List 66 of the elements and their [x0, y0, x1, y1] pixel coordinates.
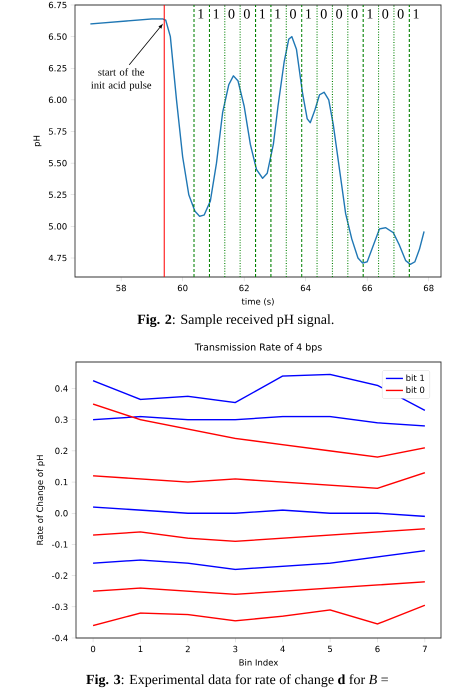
annotation: 0: [352, 9, 358, 19]
annotation: 1: [260, 9, 265, 18]
annotation: 0: [320, 9, 327, 19]
y-tick-label: 0.1: [55, 478, 68, 486]
annotation: 0: [382, 9, 388, 19]
y-tick-label: 5.75: [48, 128, 66, 135]
x-tick-label: 3: [233, 646, 238, 652]
x-axis-title: time (s): [242, 298, 274, 306]
y-tick-label: 0.0: [55, 510, 68, 516]
y-tick-label: 6.25: [48, 65, 66, 72]
y-tick-label: 0.3: [55, 416, 68, 423]
annotation: 1: [198, 9, 204, 18]
line-series: [92, 416, 426, 427]
y-tick-label: -0.3: [52, 604, 68, 610]
x-tick-label: 1: [138, 646, 142, 652]
annotation: 1: [368, 9, 373, 18]
annotation: 0: [228, 9, 234, 19]
annotation: 1: [414, 9, 419, 18]
text: Fig. 3: Experimental data for rate of change d for B =: [86, 674, 388, 688]
y-tick-label: -0.1: [52, 541, 68, 548]
x-tick-label: 64: [300, 284, 311, 292]
line-series: [92, 472, 426, 490]
y-axis-title: Rate of Change of pH: [36, 455, 45, 545]
x-tick-label: 60: [178, 284, 188, 292]
text: Fig. 2: Sample received pH signal.: [137, 314, 334, 328]
y-tick-label: 5.50: [48, 160, 67, 166]
annotation: 0: [244, 9, 250, 19]
y-axis-title: pH: [33, 136, 42, 146]
annotation: start of the init acid pulse: [91, 68, 152, 91]
y-tick-label: 0.4: [55, 385, 68, 392]
x-tick-label: 62: [239, 284, 249, 292]
annotation: 1: [275, 9, 280, 18]
line-series: [92, 374, 426, 412]
legend-label: bit 0: [406, 386, 424, 394]
legend-label: bit 1: [406, 374, 424, 382]
x-tick-label: 2: [186, 646, 190, 652]
x-tick-label: 5: [328, 646, 332, 652]
line-series: [92, 528, 426, 542]
line-series: [92, 506, 426, 518]
line-series: [92, 604, 426, 626]
x-tick-label: 4: [280, 646, 285, 652]
chart-title: Transmission Rate of 4 bps: [194, 343, 322, 352]
y-tick-label: 5.25: [48, 192, 66, 198]
x-axis-title: Bin Index: [239, 659, 278, 666]
y-tick-label: 4.75: [48, 254, 66, 262]
annotation: 0: [398, 9, 404, 19]
annotation: 0: [336, 9, 342, 19]
y-tick-label: 6.75: [48, 2, 66, 8]
line-series: [92, 581, 426, 596]
line-series: [92, 403, 426, 458]
y-tick-label: 0.2: [55, 448, 68, 454]
x-tick-label: 68: [424, 284, 434, 292]
x-tick-label: 0: [90, 646, 96, 652]
x-tick-label: 58: [116, 284, 126, 292]
annotation: 0: [290, 9, 296, 19]
y-tick-label: -0.2: [52, 572, 68, 579]
y-tick-label: 5.00: [48, 223, 67, 230]
y-tick-label: 6.00: [48, 96, 67, 104]
annotation: 1: [306, 9, 312, 18]
x-tick-label: 6: [375, 646, 380, 652]
x-tick-label: 7: [422, 646, 427, 652]
x-tick-label: 66: [362, 284, 372, 292]
line-series: [92, 550, 426, 570]
y-tick-label: 6.50: [48, 33, 67, 40]
y-tick-label: -0.4: [52, 634, 68, 642]
annotation: 1: [214, 9, 219, 18]
